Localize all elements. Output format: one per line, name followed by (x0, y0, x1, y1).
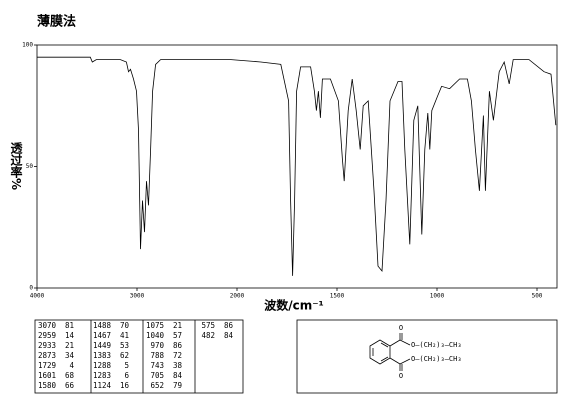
peak-wavenumber: 2873 (38, 351, 56, 360)
peak-transmittance: 86 (224, 321, 234, 330)
chart-title: 薄膜法 (37, 14, 76, 30)
peak-wavenumber: 1075 (146, 321, 164, 330)
x-tick-label: 2000 (230, 293, 245, 300)
peak-wavenumber: 1383 (93, 351, 111, 360)
peak-transmittance: 34 (65, 351, 75, 360)
y-tick-label: 50 (26, 163, 34, 170)
peak-wavenumber: 2933 (38, 341, 56, 350)
peak-wavenumber: 1488 (93, 321, 112, 330)
plot-frame (36, 44, 558, 289)
x-axis-label: 波数/cm⁻¹ (264, 298, 324, 313)
ester-chain: O—(CH₂)₃—CH₃ (411, 341, 462, 349)
peak-wavenumber: 705 (150, 371, 164, 380)
peak-transmittance: 21 (65, 341, 74, 350)
x-tick-label: 500 (532, 293, 543, 300)
y-axis-label: 透过率% (9, 142, 23, 190)
x-tick-label: 4000 (30, 293, 45, 300)
peak-wavenumber: 743 (150, 361, 164, 370)
peak-transmittance: 41 (120, 331, 129, 340)
ester-chain: O—(CH₂)₃—CH₃ (411, 355, 462, 363)
structure-frame (296, 319, 558, 394)
carbonyl-o: O (399, 372, 403, 380)
peak-transmittance: 79 (173, 381, 182, 390)
peak-transmittance: 66 (65, 381, 75, 390)
peak-transmittance: 57 (173, 331, 182, 340)
peak-wavenumber: 652 (150, 381, 164, 390)
peak-transmittance: 4 (69, 361, 74, 370)
x-tick-label: 1000 (430, 293, 445, 300)
peak-wavenumber: 1283 (93, 371, 111, 380)
benzene-ring (369, 333, 411, 371)
peak-transmittance: 14 (65, 331, 75, 340)
peak-transmittance: 62 (120, 351, 129, 360)
peak-wavenumber: 1124 (93, 381, 112, 390)
y-tick-label: 0 (29, 285, 33, 292)
peak-transmittance: 6 (124, 371, 129, 380)
peak-transmittance: 81 (65, 321, 74, 330)
peak-transmittance: 16 (120, 381, 130, 390)
peak-transmittance: 84 (173, 371, 183, 380)
peak-transmittance: 68 (65, 371, 75, 380)
peak-wavenumber: 1449 (93, 341, 111, 350)
peak-transmittance: 38 (173, 361, 183, 370)
x-tick-label: 1500 (330, 293, 345, 300)
peak-wavenumber: 575 (201, 321, 215, 330)
peak-table-frame (34, 319, 244, 394)
peak-wavenumber: 1288 (93, 361, 112, 370)
peak-transmittance: 53 (120, 341, 129, 350)
peak-transmittance: 21 (173, 321, 182, 330)
peak-wavenumber: 1580 (38, 381, 57, 390)
peak-wavenumber: 1729 (38, 361, 56, 370)
spectrum-line (37, 56, 557, 276)
x-tick-label: 3000 (130, 293, 145, 300)
peak-wavenumber: 3070 (38, 321, 57, 330)
peak-wavenumber: 1040 (146, 331, 165, 340)
peak-wavenumber: 2959 (38, 331, 56, 340)
peak-wavenumber: 1467 (93, 331, 111, 340)
peak-transmittance: 72 (173, 351, 182, 360)
peak-transmittance: 70 (120, 321, 130, 330)
peak-wavenumber: 482 (201, 331, 215, 340)
peak-wavenumber: 1601 (38, 371, 56, 380)
peak-transmittance: 5 (124, 361, 129, 370)
y-tick-label: 100 (22, 42, 33, 49)
peak-wavenumber: 788 (150, 351, 164, 360)
carbonyl-o: O (399, 324, 403, 332)
peak-wavenumber: 970 (150, 341, 164, 350)
peak-transmittance: 84 (224, 331, 234, 340)
peak-transmittance: 86 (173, 341, 183, 350)
